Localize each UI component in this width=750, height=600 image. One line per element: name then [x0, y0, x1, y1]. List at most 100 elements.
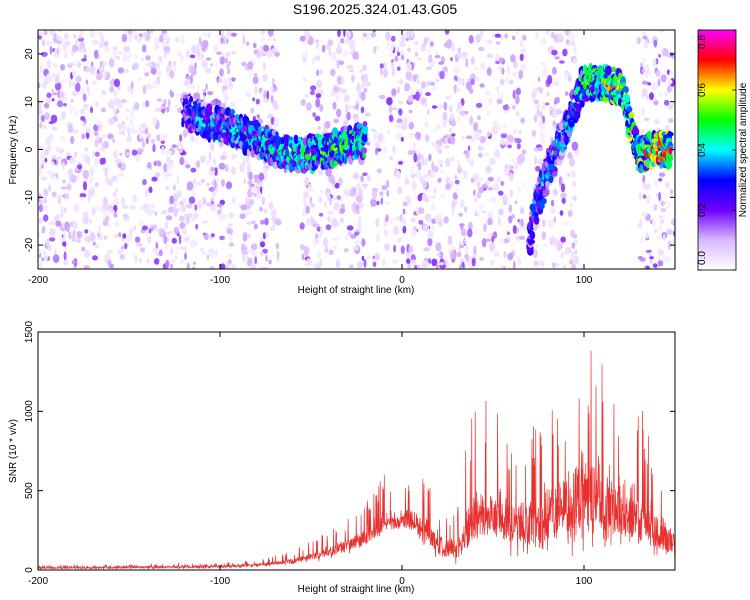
noise-blob	[645, 64, 649, 73]
noise-blob	[125, 234, 133, 242]
noise-blob	[125, 55, 130, 62]
noise-blob	[332, 101, 337, 110]
noise-blob	[252, 97, 256, 102]
noise-blob	[83, 211, 89, 218]
noise-blob	[569, 158, 575, 167]
noise-blob	[573, 255, 579, 265]
noise-blob	[365, 33, 370, 40]
spectrogram-x-ticks: -200 -100 0 100	[28, 30, 593, 286]
noise-blob	[76, 174, 80, 182]
noise-blob	[346, 225, 354, 231]
noise-blob	[520, 64, 527, 71]
noise-blob	[115, 188, 119, 193]
noise-blob	[434, 48, 439, 57]
noise-blob	[507, 252, 514, 261]
noise-blob	[649, 256, 654, 260]
noise-blob	[265, 254, 268, 262]
noise-blob	[457, 251, 462, 258]
noise-blob	[376, 148, 382, 152]
noise-blob	[518, 69, 524, 80]
noise-blob	[655, 70, 661, 78]
noise-blob	[481, 238, 487, 248]
signal-blob	[560, 147, 565, 153]
noise-blob	[154, 107, 162, 112]
noise-blob	[464, 171, 467, 179]
noise-blob	[542, 219, 546, 228]
noise-blob	[401, 51, 405, 55]
signal-blob	[552, 170, 558, 177]
noise-blob	[338, 60, 345, 65]
noise-blob	[400, 55, 405, 61]
noise-blob	[146, 208, 153, 216]
noise-blob	[394, 216, 401, 221]
noise-blob	[546, 30, 550, 34]
noise-blob	[256, 190, 262, 200]
noise-blob	[412, 177, 416, 186]
y-tick-label: 1000	[24, 400, 35, 423]
noise-blob	[51, 191, 57, 198]
noise-blob	[81, 88, 84, 98]
noise-blob	[346, 64, 354, 69]
spectrogram-x-axis-label: Height of straight line (km)	[298, 285, 415, 296]
noise-blob	[521, 149, 527, 155]
noise-blob	[314, 115, 321, 122]
noise-blob	[431, 224, 434, 232]
noise-blob	[254, 85, 258, 95]
noise-blob	[531, 129, 537, 137]
noise-blob	[438, 159, 444, 165]
noise-blob	[175, 92, 182, 99]
noise-blob	[519, 53, 524, 62]
noise-blob	[521, 48, 526, 53]
noise-blob	[51, 154, 57, 162]
noise-blob	[390, 220, 393, 225]
noise-blob	[412, 229, 415, 233]
noise-blob	[652, 263, 658, 268]
noise-blob	[156, 75, 161, 85]
noise-blob	[302, 56, 307, 63]
noise-blob	[145, 188, 149, 198]
noise-blob	[201, 59, 208, 69]
noise-blob	[173, 226, 180, 235]
noise-blob	[113, 97, 121, 106]
noise-blob	[95, 204, 100, 212]
noise-blob	[323, 201, 328, 209]
noise-blob	[396, 123, 400, 129]
noise-blob	[428, 153, 432, 162]
noise-blob	[247, 61, 254, 70]
noise-blob	[364, 112, 371, 117]
noise-blob	[107, 249, 113, 254]
noise-blob	[498, 123, 502, 131]
noise-blob	[92, 80, 96, 85]
noise-blob	[383, 229, 388, 235]
noise-blob	[499, 238, 505, 243]
noise-blob	[425, 92, 431, 97]
noise-blob	[639, 237, 645, 244]
noise-blob	[379, 68, 383, 76]
noise-blob	[359, 69, 363, 73]
noise-blob	[150, 67, 157, 75]
noise-blob	[63, 92, 67, 102]
noise-blob	[356, 102, 359, 111]
noise-blob	[659, 90, 662, 97]
noise-blob	[366, 146, 371, 152]
noise-blob	[494, 33, 501, 38]
noise-blob	[266, 265, 269, 269]
noise-blob	[41, 51, 48, 57]
noise-blob	[299, 35, 306, 42]
signal-blob	[620, 82, 626, 87]
noise-blob	[190, 74, 193, 84]
noise-blob	[226, 52, 231, 57]
noise-blob	[564, 71, 572, 77]
noise-blob	[321, 44, 326, 53]
noise-blob	[245, 196, 250, 205]
noise-blob	[207, 32, 211, 39]
noise-blob	[514, 137, 518, 143]
signal-blob	[611, 66, 616, 73]
noise-blob	[105, 216, 110, 222]
noise-blob	[664, 90, 668, 97]
signal-blob	[548, 175, 554, 184]
noise-blob	[348, 51, 354, 56]
noise-blob	[57, 194, 63, 200]
noise-blob	[63, 103, 67, 107]
noise-blob	[386, 97, 393, 106]
